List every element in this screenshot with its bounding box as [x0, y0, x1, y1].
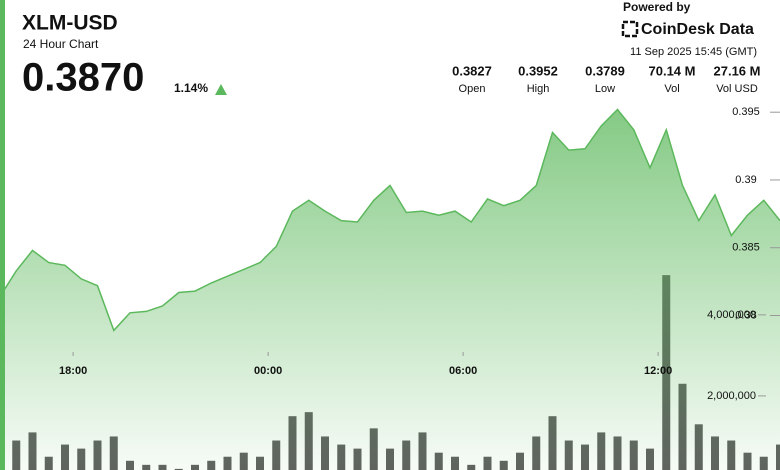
- chart-subtitle: 24 Hour Chart: [23, 37, 99, 51]
- stat-label: Vol USD: [716, 83, 758, 95]
- x-tick-label: 18:00: [59, 365, 87, 377]
- y-tick-label: 0.385: [732, 242, 760, 254]
- x-tick-label: 12:00: [644, 365, 672, 377]
- powered-by: Powered by: [623, 0, 691, 14]
- stat-label: High: [527, 83, 550, 95]
- y2-tick-label: 2,000,000: [707, 390, 756, 402]
- y-tick-label: 0.39: [735, 174, 756, 186]
- price: 0.3870: [22, 56, 144, 100]
- stat-value: 0.3827: [452, 63, 492, 78]
- y2-tick-label: 4,000,000: [707, 309, 756, 321]
- stat-value: 27.16 M: [714, 63, 761, 78]
- y-tick-label: 0.395: [732, 106, 760, 118]
- chart-title: XLM-USD: [22, 12, 118, 35]
- stat-label: Vol: [664, 83, 679, 95]
- price-area: [0, 109, 780, 470]
- stat-value: 0.3789: [585, 63, 625, 78]
- stat-value: 70.14 M: [649, 63, 696, 78]
- price-line: [0, 108, 780, 332]
- brand-logo: [621, 20, 639, 38]
- x-tick-label: 00:00: [254, 365, 282, 377]
- change: 1.14%: [174, 81, 208, 95]
- y-tick-label: 0.38: [735, 309, 756, 321]
- timestamp: 11 Sep 2025 15:45 (GMT): [630, 46, 757, 58]
- up-arrow: [215, 84, 227, 95]
- stat-label: Low: [595, 83, 615, 95]
- accent-bar: [0, 0, 5, 470]
- stat-value: 0.3952: [518, 63, 558, 78]
- brand: CoinDesk Data: [641, 21, 754, 38]
- x-tick-label: 06:00: [449, 365, 477, 377]
- stat-label: Open: [459, 83, 486, 95]
